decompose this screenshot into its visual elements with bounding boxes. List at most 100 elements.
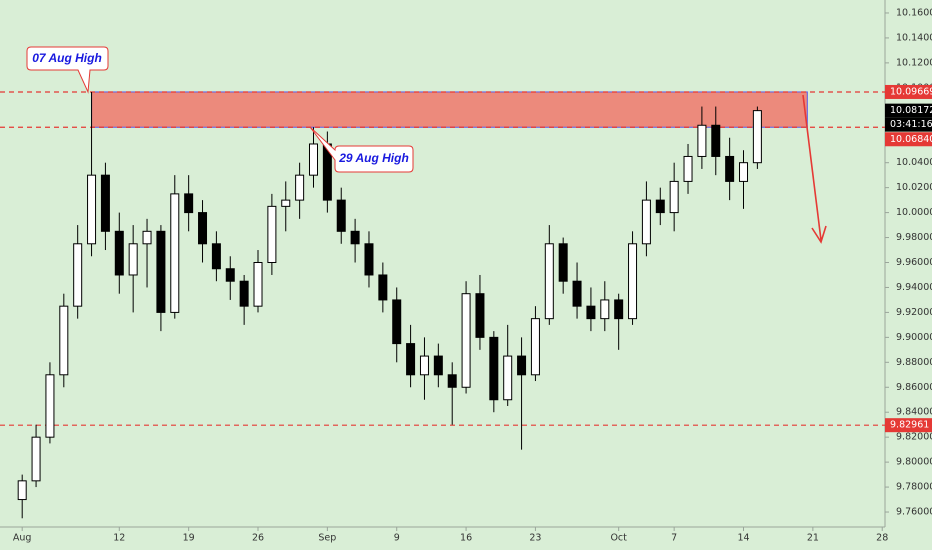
candle-body [128, 243, 138, 276]
countdown-label: 03:41:16 [890, 119, 932, 130]
candle-body [156, 230, 166, 313]
candle-body [586, 305, 596, 320]
candle-body [45, 374, 55, 438]
y-tick-label: 9.88000 [896, 357, 932, 368]
x-tick-label: 14 [737, 533, 749, 544]
annotation: 29 Aug High [338, 151, 409, 165]
candle-body [211, 243, 221, 270]
candle-body [59, 305, 69, 376]
candle-body [503, 355, 513, 401]
candle-body [558, 243, 568, 282]
candle-body [364, 243, 374, 276]
y-tick-label: 9.96000 [896, 257, 932, 268]
y-tick-label: 9.98000 [896, 232, 932, 243]
candle-body [267, 205, 277, 264]
x-tick-label: 26 [252, 533, 264, 544]
y-tick-label: 9.90000 [896, 332, 932, 343]
x-tick-label: 9 [394, 533, 400, 544]
x-tick-label: Oct [610, 533, 627, 544]
candle-body [683, 155, 693, 182]
y-tick-label: 10.04000 [896, 157, 932, 168]
annotation: 07 Aug High [32, 51, 102, 65]
candle-body [419, 355, 429, 376]
candle-body [184, 193, 194, 214]
candle-body [142, 230, 152, 245]
candle-body [239, 280, 249, 307]
candle-body [655, 199, 665, 214]
x-tick-label: Aug [13, 533, 32, 544]
levels-group [0, 91, 885, 426]
y-tick-label: 9.78000 [896, 482, 932, 493]
resistance-zone [91, 91, 808, 128]
candle-body [697, 124, 707, 157]
candle-body [711, 124, 721, 157]
countdown-box [885, 117, 932, 132]
x-tick-label: 28 [876, 533, 888, 544]
x-tick-label: 19 [183, 533, 195, 544]
candle-body [17, 480, 27, 501]
y-tick-label: 9.76000 [896, 507, 932, 518]
callout-box [26, 46, 109, 94]
candle-body [198, 212, 208, 245]
candle-body [572, 280, 582, 307]
candle-body [517, 355, 527, 376]
candle-body [669, 180, 679, 214]
candle-body [87, 174, 97, 245]
arrow-shaft [802, 94, 822, 241]
y-tick-label: 10.02000 [896, 182, 932, 193]
candle-body [628, 243, 638, 320]
candle-body [350, 230, 360, 245]
candle-body [295, 174, 305, 201]
zone-group [91, 91, 808, 128]
candle-body [378, 274, 388, 301]
y-tick-label: 10.14000 [896, 32, 932, 43]
y-tick-label: 10.16000 [896, 7, 932, 18]
current-price-box [885, 103, 932, 118]
candle-body [447, 374, 457, 388]
candle-body [281, 199, 291, 207]
candle-body [100, 174, 110, 232]
y-tick-label: 9.82000 [896, 432, 932, 443]
candle-body [31, 436, 41, 482]
candle-body [406, 343, 416, 376]
candle-body [489, 336, 499, 401]
x-tick-label: 7 [671, 533, 677, 544]
candles-group [17, 91, 762, 519]
candle-body [641, 199, 651, 245]
level-label: 10.06840 [890, 134, 932, 145]
candle-body [73, 243, 83, 307]
y-tick-label: 9.86000 [896, 382, 932, 393]
candle-body [544, 243, 554, 320]
axes-group: 9.76000 9.78000 9.80000 9.82000 9.84000 9.860… [13, 7, 932, 544]
y-tick-label: 10.12000 [896, 57, 932, 68]
x-tick-label: 16 [460, 533, 472, 544]
candle-body [253, 262, 263, 307]
current-price-label: 10.08172 [890, 105, 932, 116]
y-tick-label: 9.92000 [896, 307, 932, 318]
candle-body [433, 355, 443, 376]
candle-body [725, 155, 735, 182]
candle-body [530, 318, 540, 376]
candle-body [114, 230, 124, 276]
y-tick-label: 10.00000 [896, 207, 932, 218]
candle-body [225, 268, 235, 282]
callout-1: 07 Aug High [26, 46, 109, 94]
candle-body [170, 193, 180, 313]
candle-body [461, 293, 471, 388]
level-label-box [885, 418, 932, 433]
arrow-head [811, 225, 827, 244]
callout-2: 29 Aug High [309, 126, 414, 173]
x-tick-label: 12 [113, 533, 125, 544]
level-label-box [885, 132, 932, 147]
x-tick-label: 21 [807, 533, 819, 544]
callout-box [309, 126, 414, 173]
level-label: 10.09669 [890, 86, 932, 97]
candle-body [600, 299, 610, 320]
level-label: 9.82961 [890, 420, 929, 431]
x-tick-label: Sep [318, 533, 336, 544]
forecast-arrow [802, 94, 827, 244]
candle-body [739, 162, 749, 182]
candle-body [752, 110, 762, 164]
